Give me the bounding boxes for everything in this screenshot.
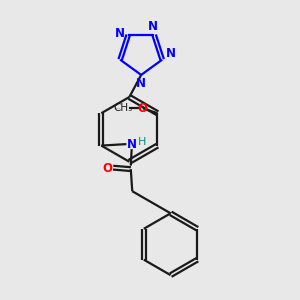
Text: O: O (138, 101, 148, 115)
Text: N: N (136, 77, 146, 90)
Text: N: N (148, 20, 158, 33)
Text: H: H (138, 137, 147, 147)
Text: methoxy: methoxy (115, 107, 121, 109)
Text: CH₃: CH₃ (113, 103, 133, 113)
Text: N: N (115, 27, 125, 40)
Text: N: N (165, 47, 176, 60)
Text: O: O (103, 162, 113, 175)
Text: N: N (127, 138, 137, 151)
